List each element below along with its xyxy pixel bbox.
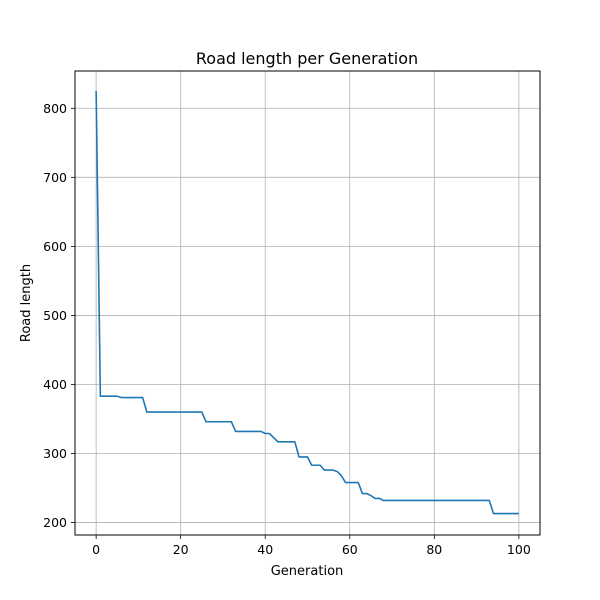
x-tick-label: 80 xyxy=(426,542,442,557)
y-tick-label: 700 xyxy=(43,170,67,185)
y-tick-label: 200 xyxy=(43,515,67,530)
x-tick-label: 60 xyxy=(342,542,358,557)
y-tick-label: 400 xyxy=(43,377,67,392)
series-layer xyxy=(95,91,519,515)
y-axis-label: Road length xyxy=(19,264,34,342)
y-tick-label: 800 xyxy=(43,101,67,116)
x-axis-label: Generation xyxy=(271,564,344,579)
plot-area-frame xyxy=(74,70,541,536)
y-tick-label: 500 xyxy=(43,308,67,323)
x-tick-label: 0 xyxy=(92,542,100,557)
grid-lines xyxy=(75,71,540,535)
y-tick-label: 600 xyxy=(43,239,67,254)
road-length-series-line xyxy=(95,91,519,515)
x-tick-label: 20 xyxy=(173,542,189,557)
x-tick-label: 40 xyxy=(257,542,273,557)
chart-title: Road length per Generation xyxy=(196,49,418,68)
y-tick-label: 300 xyxy=(43,446,67,461)
axis-ticks: 0 20 40 60 80 100 200 300 400 500 600 700 800 xyxy=(43,101,531,557)
x-tick-label: 100 xyxy=(507,542,531,557)
